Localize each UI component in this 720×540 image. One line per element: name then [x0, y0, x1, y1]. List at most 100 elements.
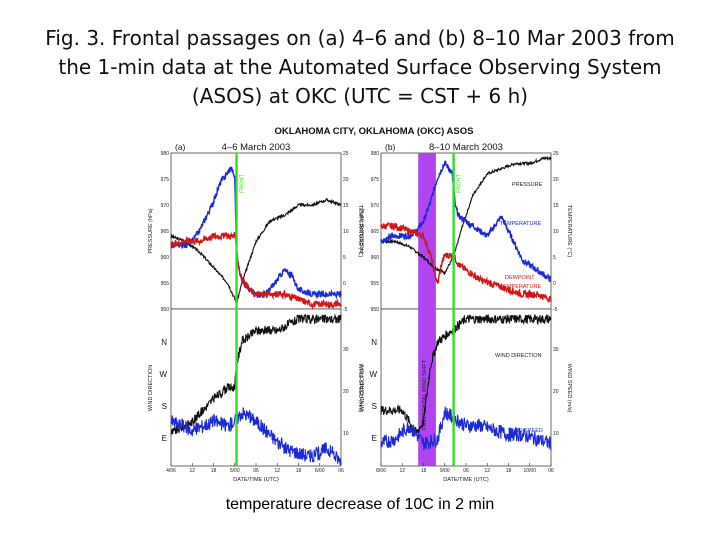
temperature-tick-label: 15 [553, 203, 559, 209]
pressure-tick-label: 965 [371, 229, 380, 235]
speed-tick-label: 10 [553, 431, 559, 437]
temperature-tick-label: 20 [343, 177, 349, 183]
x-tick-label: 06 [463, 468, 469, 474]
series-wind-direction-line [380, 313, 552, 435]
direction-tick-label: N [161, 338, 167, 347]
direction-tick-label: W [369, 370, 377, 379]
series-dewpoint-c-line [170, 231, 342, 310]
x-tick-label: 9/00 [440, 468, 450, 474]
panel-a-x-axis-label: DATE/TIME (UTC) [233, 477, 279, 483]
x-tick-label: 10/00 [523, 468, 536, 474]
pressure-tick-label: 975 [371, 177, 380, 183]
temperature-tick-label: 15 [343, 203, 349, 209]
x-tick-label: 8/06 [376, 468, 386, 474]
x-tick-label: 06 [253, 468, 259, 474]
x-tick-label: 18 [421, 468, 427, 474]
x-tick-label: 12 [189, 468, 195, 474]
pressure-tick-label: 950 [161, 307, 170, 313]
series-pressure-hpa-line [170, 197, 342, 306]
temperature-tick-label: 25 [553, 151, 559, 157]
pressure-tick-label: 950 [371, 307, 380, 313]
panel-a-temperature-axis-label: TEMPERATURE (°C) [357, 205, 363, 258]
series-wind-speed-m-s-line [170, 407, 342, 466]
prefrontal-wind-shift-label: PREFRONTAL WIND SHIFT [422, 359, 428, 430]
pressure-tick-label: 980 [371, 151, 380, 157]
front-label: FRONT [457, 173, 463, 193]
temperature-tick-label: 5 [343, 255, 346, 261]
speed-tick-label: 20 [343, 389, 349, 395]
pressure-tick-label: 965 [161, 229, 170, 235]
panel-b-x-axis-label: DATE/TIME (UTC) [443, 477, 489, 483]
pressure-tick-label: 960 [161, 255, 170, 261]
x-tick-label: 12 [484, 468, 490, 474]
temperature-tick-label: 10 [553, 229, 559, 235]
temperature-tick-label: 0 [553, 281, 556, 287]
direction-tick-label: E [162, 434, 167, 443]
panel-b-title: 8–10 March 2003 [429, 142, 503, 153]
x-tick-label: 06 [338, 468, 344, 474]
temperature-tick-label: -5 [343, 307, 348, 313]
speed-tick-label: 30 [343, 347, 349, 353]
panel-b-temperature-axis-label: TEMPERATURE (°C) [566, 205, 572, 258]
panel-b-pressure-axis-label: PRESSURE (hPa) [360, 208, 366, 253]
x-tick-label: 06 [548, 468, 554, 474]
series-temperature-c-line [380, 160, 552, 283]
slide-caption: temperature decrease of 10C in 2 min [225, 496, 495, 513]
panel-b-bottom-frame [380, 308, 552, 467]
temperature-tick-label: 0 [343, 281, 346, 287]
annot-wind-speed: WIND SPEED [508, 428, 543, 434]
annot-pressure: PRESSURE [512, 182, 543, 188]
series-wind-direction-line [170, 313, 342, 435]
speed-tick-label: 20 [553, 389, 559, 395]
pressure-tick-label: 955 [161, 281, 170, 287]
panel-a-bottom-frame [170, 308, 342, 467]
panel-a-title: 4–6 March 2003 [222, 142, 291, 153]
x-tick-label: 12 [399, 468, 405, 474]
pressure-tick-label: 960 [371, 255, 380, 261]
direction-tick-label: S [372, 402, 377, 411]
speed-tick-label: 10 [343, 431, 349, 437]
panel-b-direction-axis-label: WIND DIRECTION [360, 365, 366, 411]
direction-tick-label: N [371, 338, 377, 347]
panel-a-direction-axis-label: WIND DIRECTION [148, 365, 154, 411]
annot-temperature: TEMPERATURE [500, 221, 541, 227]
x-tick-label: 18 [211, 468, 217, 474]
panel-b: (b) 8–10 March 2003 PREFRONTAL WIND SHIF… [369, 142, 558, 474]
series-dewpoint-c-line [380, 221, 552, 303]
direction-tick-label: W [159, 370, 167, 379]
x-tick-label: 4/06 [166, 468, 176, 474]
annot-wind-direction: WIND DIRECTION [495, 353, 541, 359]
temperature-tick-label: 5 [553, 255, 556, 261]
x-tick-label: 18 [296, 468, 302, 474]
panel-a-speed-axis-label: WIND SPEED (m/s) [357, 364, 363, 413]
speed-tick-label: 30 [553, 347, 559, 353]
direction-tick-label: E [372, 434, 377, 443]
series-pressure-hpa-line [380, 155, 552, 276]
panel-b-speed-axis-label: WIND SPEED (m/s) [566, 364, 572, 413]
x-tick-label: 6/00 [315, 468, 325, 474]
series-wind-speed-m-s-line [380, 406, 552, 451]
temperature-tick-label: -5 [553, 307, 558, 313]
x-tick-label: 5/00 [230, 468, 240, 474]
temperature-tick-label: 25 [343, 151, 349, 157]
x-tick-label: 18 [506, 468, 512, 474]
pressure-tick-label: 980 [161, 151, 170, 157]
figure-title: OKLAHOMA CITY, OKLAHOMA (OKC) ASOS [275, 126, 474, 137]
x-tick-label: 12 [274, 468, 280, 474]
pressure-tick-label: 975 [161, 177, 170, 183]
annot-dewpoint-2: TEMPERATURE [500, 284, 541, 290]
panel-a-label: (a) [175, 142, 186, 152]
front-label: FRONT [240, 173, 246, 193]
panel-a: (a) 4–6 March 2003 FRONT 4/06 12 18 5/00 06 1… [159, 142, 348, 474]
prefrontal-wind-shift-band [418, 153, 436, 466]
slide-title: Fig. 3. Frontal passages on (a) 4–6 and … [45, 26, 675, 108]
direction-tick-label: S [162, 402, 167, 411]
pressure-tick-label: 970 [371, 203, 380, 209]
temperature-tick-label: 10 [343, 229, 349, 235]
pressure-tick-label: 955 [371, 281, 380, 287]
temperature-tick-label: 20 [553, 177, 559, 183]
pressure-tick-label: 970 [161, 203, 170, 209]
panel-a-pressure-axis-label: PRESSURE (hPa) [148, 208, 154, 253]
annot-dewpoint: DEWPOINT [505, 275, 535, 281]
